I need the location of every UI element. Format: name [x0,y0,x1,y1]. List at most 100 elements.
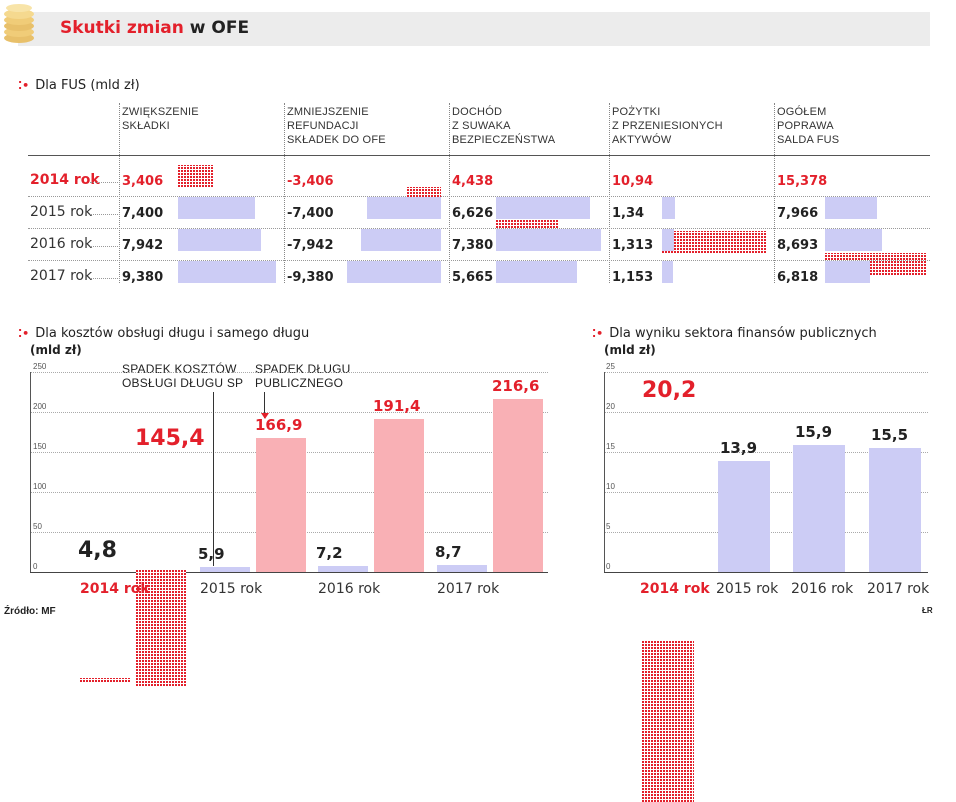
x-tick-label: 2016 rok [791,581,854,597]
fus-bar [662,231,766,253]
x-tick-label: 2015 rok [716,581,779,597]
fus-cell-value: 6,818 [777,270,819,285]
page-title: Skutki zmian w OFE [60,18,249,38]
fus-col-divider [284,103,286,283]
debt-bar-cost [200,567,250,572]
y-tick-label: 25 [606,362,615,371]
fus-col-header: DOCHÓD Z SUWAKA BEZPIECZEŃSTWA [452,106,556,146]
fus-bar [347,261,441,283]
y-axis-line [604,372,606,572]
fus-cell-value: 7,942 [122,238,164,253]
debt-bar-debt [256,438,306,572]
fus-col-header: POŻYTKI Z PRZENIESIONYCH AKTYWÓW [612,106,723,146]
fus-col-header: ZWIĘKSZENIE SKŁADKI [122,106,199,132]
fus-row-rule [28,196,930,197]
debt-note-left: SPADEK KOSZTÓW OBSŁUGI DŁUGU SP [122,362,244,390]
fus-cell-value: 8,693 [777,238,819,253]
fus-cell-value: 10,94 [612,174,654,189]
fus-cell-value: 4,438 [452,174,494,189]
debt-bar-cost-label: 8,7 [435,543,462,562]
sector-unit: (mld zł) [604,343,656,357]
fus-bar [178,165,214,187]
fus-row-label: 2016 rok [30,236,93,252]
fus-bar [496,261,577,283]
sector-bar [869,448,921,572]
debt-bar-cost [437,565,487,572]
fus-header-rule [28,155,930,156]
debt-bar-debt-label: 191,4 [373,396,421,415]
header-band [18,12,930,46]
sector-bar [642,640,694,802]
fus-cell-value: 6,626 [452,206,494,221]
fus-cell-value: 7,966 [777,206,819,221]
debt-bar-cost-label: 7,2 [316,544,343,563]
fus-bar [496,197,591,219]
sector-bar-label: 15,5 [871,426,909,444]
chart-gridline [30,572,548,573]
y-tick-label: 0 [33,562,38,571]
fus-row-leader [90,246,120,247]
y-tick-label: 10 [606,482,615,491]
fus-cell-value: -7,400 [287,206,334,221]
debt-bar-cost [318,566,368,572]
sector-title-text: Dla wyniku sektora finansów publicznych [609,326,877,341]
debt-unit: (mld zł) [30,343,82,357]
note-leader-right [264,392,266,418]
fus-cell-value: 1,34 [612,206,645,221]
fus-row-leader [90,182,120,183]
fus-bar [825,229,883,251]
y-tick-label: 250 [33,362,47,371]
debt-bar-cost-label: 4,8 [78,538,117,564]
fus-row-label: 2014 rok [30,172,100,188]
fus-cell-value: 15,378 [777,174,828,189]
sector-bar [718,460,770,572]
sector-title: ⁚• Dla wyniku sektora finansów publicznyc… [592,326,877,341]
chart-gridline [604,572,928,573]
fus-table: ZWIĘKSZENIE SKŁADKI ZMNIEJSZENIE REFUNDAC… [0,0,956,285]
fus-title-text: Dla FUS (mld zł) [35,78,140,93]
fus-bar [825,261,870,283]
fus-cell-value: -9,380 [287,270,334,285]
fus-cell-value: 3,406 [122,174,164,189]
chart-gridline [604,412,928,413]
fus-bar [178,229,261,251]
fus-row-rule [28,228,930,229]
fus-cell-value: 9,380 [122,270,164,285]
fus-bar [662,261,673,283]
fus-bar [178,197,256,219]
x-tick-label: 2016 rok [318,581,381,597]
sector-bar-label: 15,9 [795,422,833,441]
fus-col-header: ZMNIEJSZENIE REFUNDACJI SKŁADEK DO OFE [287,106,386,146]
fus-col-divider [119,103,121,283]
y-tick-label: 5 [606,522,611,531]
fus-row-leader [90,278,120,279]
sector-bar-label: 13,9 [720,438,758,457]
fus-title: ⁚• Dla FUS (mld zł) [18,78,140,93]
fus-cell-value: 7,380 [452,238,494,253]
fus-row-label: 2017 rok [30,268,93,284]
fus-cell-value: 1,153 [612,270,654,285]
debt-bar-debt-label: 145,4 [135,425,205,451]
coins-icon [4,4,34,43]
y-tick-label: 20 [606,402,615,411]
fus-col-divider [774,103,776,283]
y-tick-label: 50 [33,522,42,531]
y-tick-label: 200 [33,402,47,411]
note-arrow-right [261,413,269,419]
chart-gridline [604,452,928,453]
sector-bar-label: 20,2 [642,378,697,404]
debt-bar-debt-label: 216,6 [492,376,540,395]
x-tick-label: 2015 rok [200,581,263,597]
fus-bar [361,229,441,251]
y-tick-label: 100 [33,482,47,491]
title-black: w OFE [189,18,250,38]
sector-bar [793,444,845,572]
fus-row-leader [90,214,120,215]
fus-row-label: 2015 rok [30,204,93,220]
credit: ŁR [922,606,933,615]
x-tick-label: 2014 rok [640,581,710,597]
source-note: Źródło: MF [4,606,56,617]
fus-cell-value: -7,942 [287,238,334,253]
debt-title: ⁚• Dla kosztów obsługi długu i samego dłu… [18,326,310,341]
fus-bar [662,197,675,219]
